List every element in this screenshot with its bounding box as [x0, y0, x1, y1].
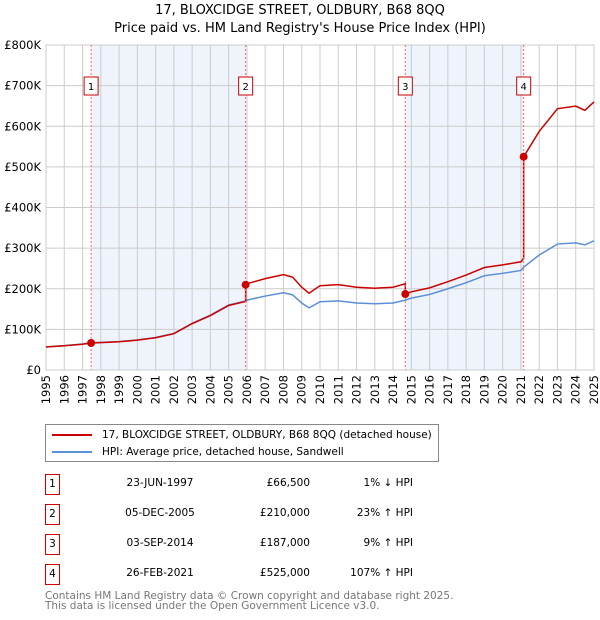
sale-row: 1 23-JUN-1997 £66,500 1% ↓ HPI	[45, 474, 413, 496]
sale-date: 26-FEB-2021	[126, 567, 194, 579]
x-tick-label: 2017	[441, 375, 455, 404]
sale-hpi-diff: 107% ↑ HPI	[350, 567, 413, 579]
sale-hpi-diff: 9% ↑ HPI	[363, 537, 413, 549]
legend-swatch-property	[52, 434, 92, 436]
sale-label: 1	[88, 82, 94, 93]
sale-label: 4	[520, 82, 526, 93]
x-tick-label: 2018	[459, 375, 473, 404]
y-tick-label: £100K	[4, 322, 41, 336]
sale-price: £187,000	[259, 537, 310, 549]
sale-row: 4 26-FEB-2021 £525,000 107% ↑ HPI	[45, 564, 413, 586]
sale-label-box	[238, 76, 254, 96]
chart-title: 17, BLOXCIDGE STREET, OLDBURY, B68 8QQ	[155, 3, 445, 18]
y-tick-label: £600K	[4, 119, 41, 133]
x-tick-label: 2024	[569, 375, 583, 404]
y-tick-label: £0	[26, 363, 41, 377]
sale-row: 2 05-DEC-2005 £210,000 23% ↑ HPI	[45, 504, 413, 526]
sale-hpi-diff: 23% ↑ HPI	[356, 507, 413, 519]
x-tick-label: 2007	[258, 375, 272, 404]
x-tick-label: 2009	[295, 375, 309, 404]
x-tick-label: 2000	[130, 375, 144, 404]
x-tick-label: 2005	[222, 375, 236, 404]
y-tick-label: £300K	[4, 241, 41, 255]
sale-date: 05-DEC-2005	[125, 507, 195, 519]
y-tick-label: £700K	[4, 79, 41, 93]
legend-label-property: 17, BLOXCIDGE STREET, OLDBURY, B68 8QQ (…	[102, 429, 432, 441]
x-tick-label: 2019	[477, 375, 491, 404]
sale-label-box	[83, 76, 99, 96]
y-tick-label: £200K	[4, 282, 41, 296]
x-tick-label: 2022	[532, 375, 546, 404]
x-tick-label: 1999	[112, 375, 126, 404]
x-tick-label: 2006	[240, 375, 254, 404]
sale-label: 3	[402, 82, 408, 93]
legend-item-hpi: HPI: Average price, detached house, Sand…	[52, 444, 344, 460]
sale-point	[519, 152, 528, 161]
sale-number: 4	[45, 564, 60, 585]
x-tick-label: 1998	[94, 375, 108, 404]
x-tick-label: 2020	[496, 375, 510, 404]
sale-point	[241, 280, 250, 289]
x-tick-label: 2008	[276, 375, 290, 404]
sale-row: 3 03-SEP-2014 £187,000 9% ↑ HPI	[45, 534, 413, 556]
y-tick-label: £400K	[4, 201, 41, 215]
sale-price: £210,000	[259, 507, 310, 519]
x-tick-label: 2013	[368, 375, 382, 404]
legend: 17, BLOXCIDGE STREET, OLDBURY, B68 8QQ (…	[45, 424, 439, 462]
x-tick-label: 2016	[423, 375, 437, 404]
sale-number: 2	[45, 504, 60, 525]
sale-label-box	[397, 76, 413, 96]
plot-border	[45, 44, 595, 371]
sale-label: 2	[242, 82, 248, 93]
sale-number: 1	[45, 474, 60, 495]
x-tick-label: 2001	[149, 375, 163, 404]
x-tick-label: 2012	[350, 375, 364, 404]
x-tick-label: 2004	[203, 375, 217, 404]
sale-date: 03-SEP-2014	[126, 537, 194, 549]
x-tick-label: 2011	[331, 375, 345, 404]
sale-price: £66,500	[266, 477, 310, 489]
property-line	[45, 101, 595, 348]
chart-subtitle: Price paid vs. HM Land Registry's House …	[114, 21, 486, 36]
x-tick-label: 2025	[587, 375, 600, 404]
x-tick-label: 2021	[514, 375, 528, 404]
footer-copyright: Contains HM Land Registry data © Crown c…	[45, 590, 454, 602]
price-chart: £0 £100K £200K £300K £400K £500K £600K £700K £80…	[4, 38, 600, 404]
x-tick-label: 2023	[550, 375, 564, 404]
sale-hpi-diff: 1% ↓ HPI	[363, 477, 413, 489]
sale-point	[401, 290, 410, 299]
x-tick-label: 1995	[39, 375, 53, 404]
x-tick-label: 2014	[386, 375, 400, 404]
y-tick-label: £500K	[4, 160, 41, 174]
x-tick-label: 2003	[185, 375, 199, 404]
x-tick-label: 1996	[57, 375, 71, 404]
x-tick-label: 2010	[313, 375, 327, 404]
y-tick-label: £800K	[4, 38, 41, 52]
x-tick-label: 2002	[167, 375, 181, 404]
sale-price: £525,000	[259, 567, 310, 579]
sale-label-box	[516, 76, 532, 96]
sale-point	[87, 338, 96, 347]
sale-number: 3	[45, 534, 60, 555]
x-tick-label: 1997	[76, 375, 90, 404]
sale-date: 23-JUN-1997	[126, 477, 194, 489]
legend-item-property: 17, BLOXCIDGE STREET, OLDBURY, B68 8QQ (…	[52, 427, 432, 443]
legend-swatch-hpi	[52, 451, 92, 453]
legend-label-hpi: HPI: Average price, detached house, Sand…	[102, 446, 344, 458]
x-tick-label: 2015	[404, 375, 418, 404]
footer-licence: This data is licensed under the Open Gov…	[45, 600, 380, 612]
